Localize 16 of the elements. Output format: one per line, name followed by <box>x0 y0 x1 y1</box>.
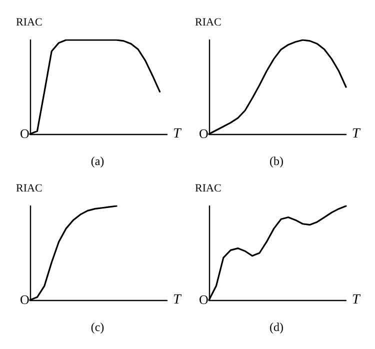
x-axis-title: T <box>173 292 182 308</box>
text: O <box>199 126 208 141</box>
y-axis-title: RIAC <box>195 16 222 28</box>
text: (a) <box>90 154 104 168</box>
text: O <box>199 292 208 307</box>
y-axis-title: RIAC <box>16 16 42 28</box>
text: (d) <box>270 320 284 334</box>
text: (c) <box>90 320 104 334</box>
text: O <box>20 292 30 307</box>
y-axis-title: RIAC <box>16 182 42 194</box>
x-axis-title: T <box>352 292 361 308</box>
y-axis-title: RIAC <box>195 182 222 194</box>
text: (b) <box>270 154 284 168</box>
x-axis-title: T <box>173 126 182 142</box>
x-axis-title: T <box>352 126 361 142</box>
text: O <box>20 126 30 141</box>
